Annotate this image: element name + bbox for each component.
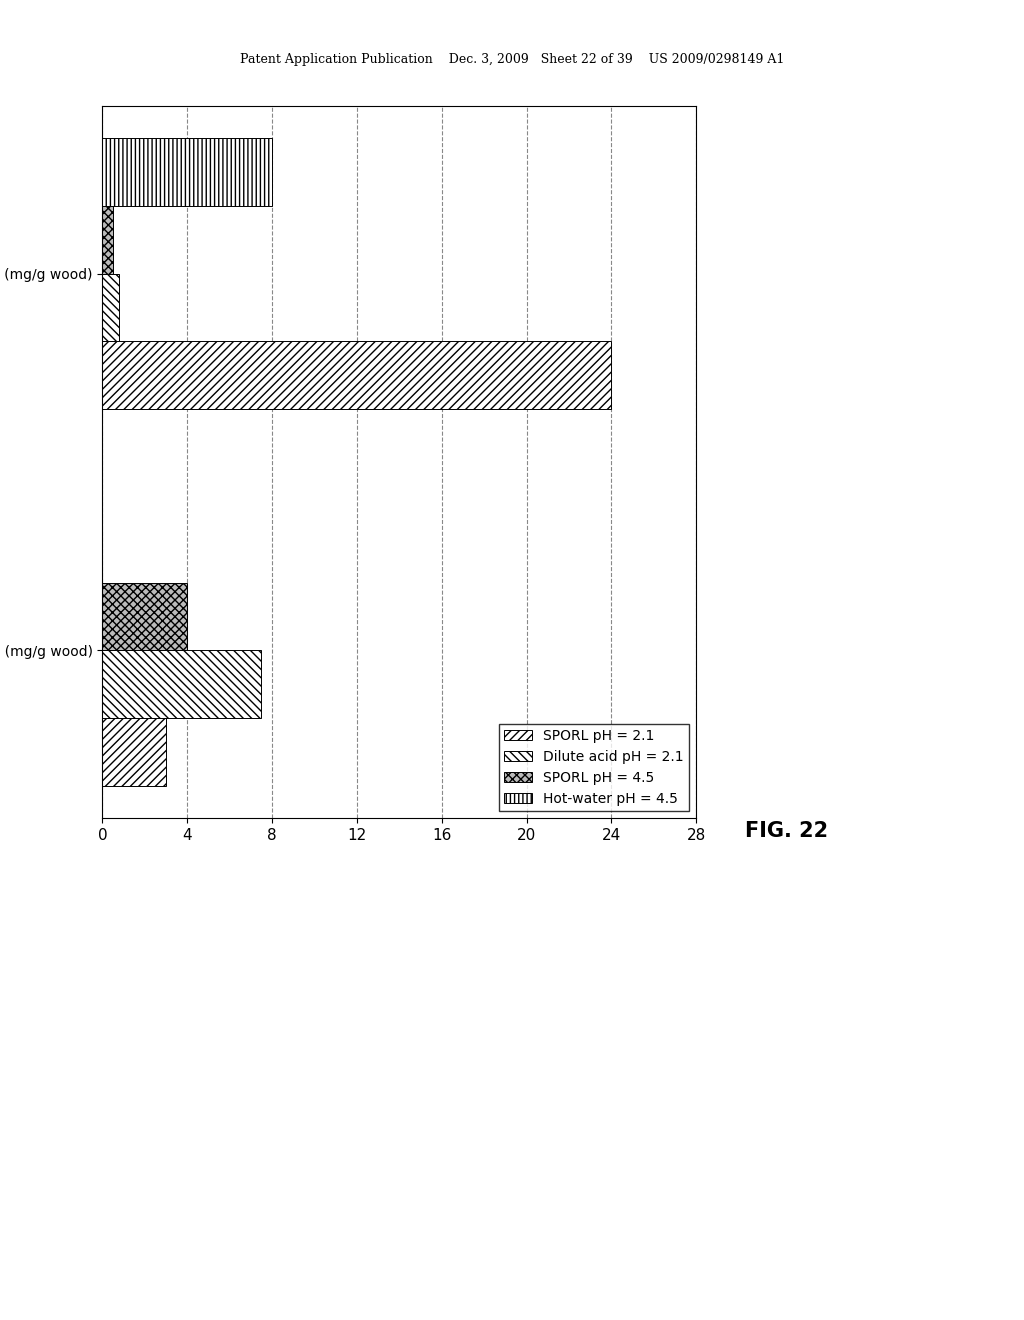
Bar [102,342,611,409]
Bar [102,139,272,206]
Bar [102,651,261,718]
Bar [102,718,166,785]
Bar [102,273,120,342]
Text: FIG. 22: FIG. 22 [745,821,828,841]
Bar [102,582,187,651]
Bar [102,206,113,273]
Legend: SPORL pH = 2.1, Dilute acid pH = 2.1, SPORL pH = 4.5, Hot-water pH = 4.5: SPORL pH = 2.1, Dilute acid pH = 2.1, SP… [499,723,689,812]
Text: Patent Application Publication    Dec. 3, 2009   Sheet 22 of 39    US 2009/02981: Patent Application Publication Dec. 3, 2… [240,53,784,66]
